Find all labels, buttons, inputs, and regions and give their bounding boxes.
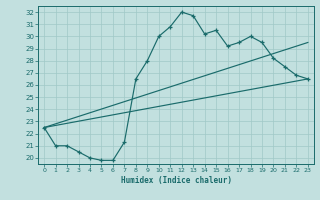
X-axis label: Humidex (Indice chaleur): Humidex (Indice chaleur) bbox=[121, 176, 231, 185]
